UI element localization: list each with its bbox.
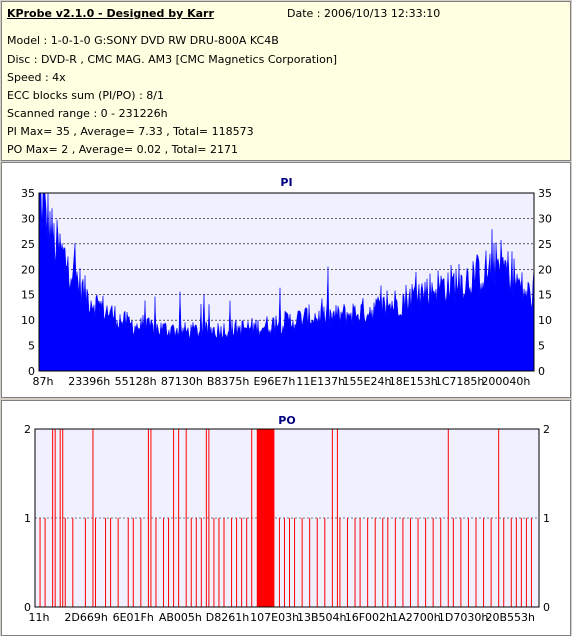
x-tick-label: 1A2700h <box>391 611 441 624</box>
x-tick-label: 18E153h <box>389 375 438 388</box>
info-panel: KProbe v2.1.0 - Designed by Karr Date : … <box>1 1 571 161</box>
x-tick-label: 1C7185h <box>435 375 485 388</box>
y-tick-label-right: 5 <box>538 340 545 353</box>
y-tick-label-left: 1 <box>24 512 31 525</box>
y-tick-label-right: 10 <box>538 314 552 327</box>
x-tick-label: 107E03h <box>250 611 299 624</box>
y-tick-label-left: 2 <box>24 423 31 436</box>
x-tick-label: 2D669h <box>64 611 107 624</box>
po-stats-line: PO Max= 2 , Average= 0.02 , Total= 2171 <box>7 143 238 156</box>
x-tick-label: 200040h <box>481 375 530 388</box>
x-tick-label: 55128h <box>115 375 157 388</box>
y-tick-label-right: 0 <box>538 365 545 378</box>
ecc-line: ECC blocks sum (PI/PO) : 8/1 <box>7 89 164 102</box>
y-tick-label-left: 0 <box>24 601 31 614</box>
po-chart-panel: 0 0 1 1 2 2 PO 11h 2D669h 6E01Fh AB005h D8261h 107E0… <box>1 400 571 636</box>
scan-date: Date : 2006/10/13 12:33:10 <box>287 7 441 20</box>
x-tick-label: 13B504h <box>297 611 347 624</box>
y-tick-label-right: 30 <box>538 212 552 225</box>
pi-chart-panel: 0 0 5 5 10 10 15 15 20 20 25 25 30 30 35 35 PI 87h 23396h 5… <box>1 162 571 398</box>
y-tick-label-left: 30 <box>21 212 35 225</box>
pi-series <box>38 192 535 372</box>
po-chart: 0 0 1 1 2 2 PO 11h 2D669h 6E01Fh AB005h D8261h 107E0… <box>24 414 550 624</box>
pi-stats-line: PI Max= 35 , Average= 7.33 , Total= 1185… <box>7 125 254 138</box>
po-dense-block <box>256 429 275 607</box>
y-tick-label-right: 0 <box>543 601 550 614</box>
plot-border <box>38 192 535 372</box>
chart-title: PO <box>278 414 295 427</box>
x-tick-label: 1D7030h <box>438 611 488 624</box>
x-tick-label: E96E7h <box>253 375 295 388</box>
y-tick-label-left: 5 <box>28 340 35 353</box>
y-tick-label-left: 0 <box>28 365 35 378</box>
x-tick-label: 87h <box>33 375 54 388</box>
y-tick-label-right: 25 <box>538 238 552 251</box>
app-title: KProbe v2.1.0 - Designed by Karr <box>7 7 214 20</box>
y-tick-label-left: 20 <box>21 263 35 276</box>
x-tick-label: 20B553h <box>485 611 535 624</box>
disc-line: Disc : DVD-R , CMC MAG. AM3 [CMC Magneti… <box>7 53 338 66</box>
x-tick-label: 87130h <box>161 375 203 388</box>
y-tick-label-right: 15 <box>538 289 552 302</box>
y-tick-label-right: 20 <box>538 263 552 276</box>
chart-title: PI <box>280 176 292 189</box>
x-tick-label: D8261h <box>206 611 249 624</box>
range-line: Scanned range : 0 - 231226h <box>7 107 168 120</box>
x-tick-label: B8375h <box>207 375 250 388</box>
y-tick-label-left: 35 <box>21 187 35 200</box>
y-tick-label-left: 25 <box>21 238 35 251</box>
y-tick-label-left: 10 <box>21 314 35 327</box>
x-tick-label: 155E24h <box>343 375 392 388</box>
pi-chart: 0 0 5 5 10 10 15 15 20 20 25 25 30 30 35 35 PI 87h 23396h 5… <box>21 176 552 388</box>
y-tick-label-left: 15 <box>21 289 35 302</box>
speed-line: Speed : 4x <box>7 71 66 84</box>
y-tick-label-right: 35 <box>538 187 552 200</box>
y-tick-label-right: 2 <box>543 423 550 436</box>
x-tick-label: AB005h <box>159 611 202 624</box>
x-tick-label: 23396h <box>68 375 110 388</box>
y-tick-label-right: 1 <box>543 512 550 525</box>
x-tick-label: 16F002h <box>345 611 393 624</box>
model-line: Model : 1-0-1-0 G:SONY DVD RW DRU-800A K… <box>7 34 279 47</box>
x-tick-label: 11E137h <box>296 375 345 388</box>
x-tick-label: 11h <box>29 611 50 624</box>
plot-border <box>34 428 540 608</box>
x-tick-label: 6E01Fh <box>113 611 154 624</box>
